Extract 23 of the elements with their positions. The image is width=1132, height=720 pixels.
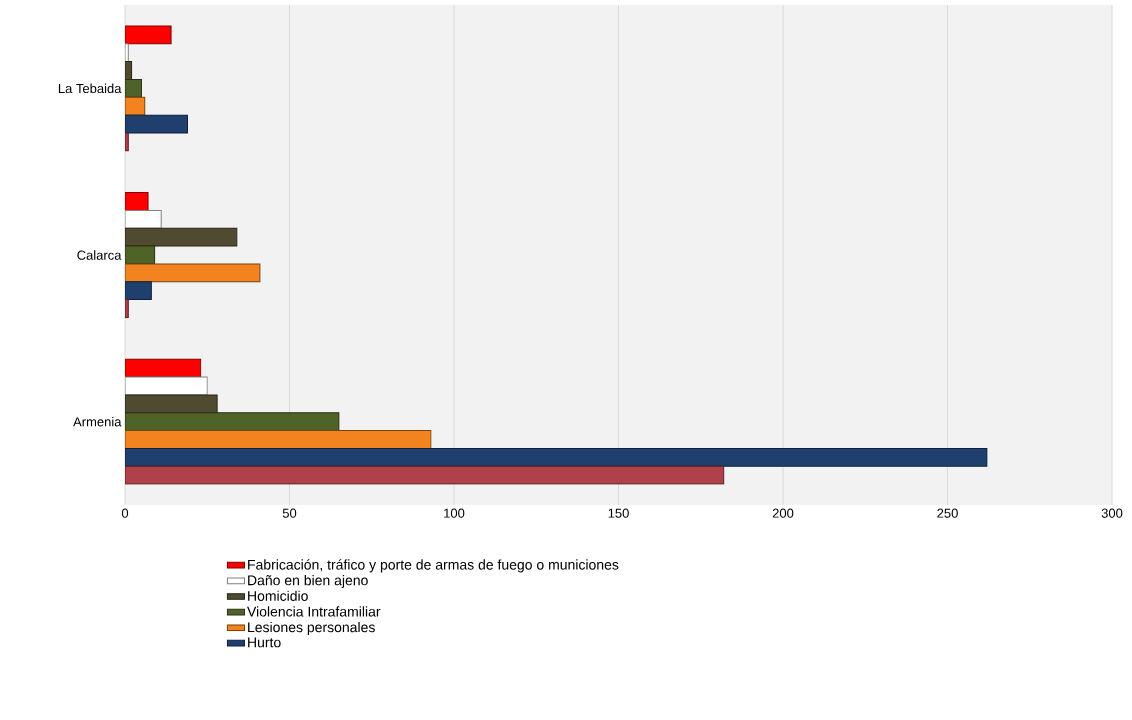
x-tick-label: 200 — [772, 508, 794, 518]
bar — [125, 447, 988, 467]
y-tick-label: Armenia — [73, 416, 122, 427]
legend-label: Homicidio — [248, 590, 308, 601]
y-tick-label: La Tebaida — [58, 83, 122, 94]
x-tick-label: 150 — [608, 508, 629, 518]
legend-label: Lesiones personales — [248, 621, 375, 635]
bar — [125, 209, 162, 229]
bar — [125, 412, 340, 432]
y-tick-label: Calarca — [77, 250, 122, 260]
x-tick-label: 300 — [1101, 508, 1123, 518]
x-tick-label: 50 — [282, 508, 297, 518]
bar — [125, 43, 129, 63]
legend-label: Daño en bien ajeno — [248, 575, 368, 589]
x-tick-label: 250 — [937, 508, 958, 518]
bar — [125, 430, 432, 449]
legend-label: Violencia Intrafamiliar — [247, 606, 381, 617]
legend-label: Fabricación, tráfico y porte de armas de fuego o municiones — [248, 559, 619, 573]
x-tick-label: 100 — [444, 508, 465, 518]
legend-label: Hurto — [248, 637, 281, 648]
bar — [125, 376, 208, 396]
x-tick-label: 0 — [121, 508, 129, 518]
bar — [125, 281, 152, 301]
